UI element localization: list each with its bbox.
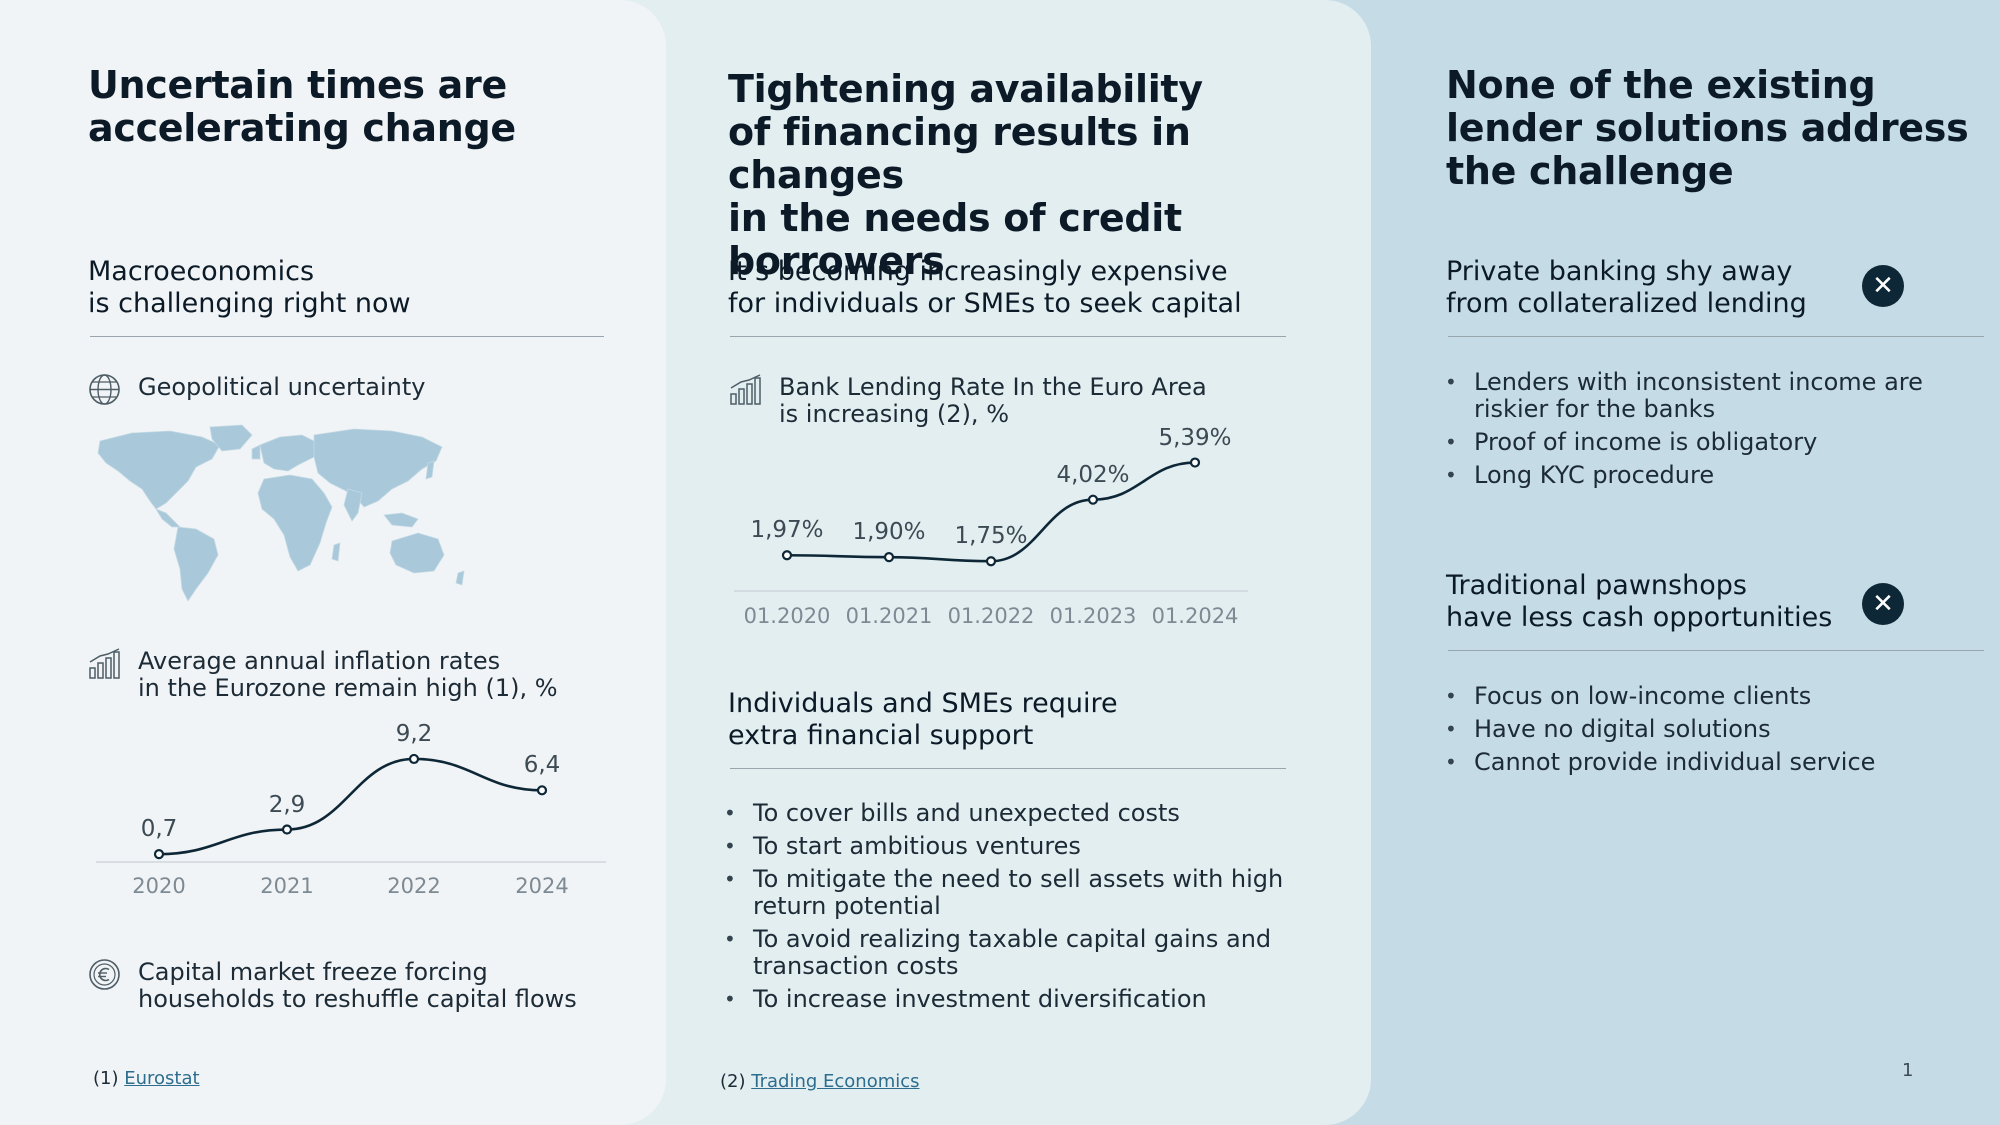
subtitle-line: extra financial support	[728, 720, 1034, 751]
x-tick-label: 2020	[132, 874, 186, 898]
list-item: Lenders with inconsistent income are ris…	[1445, 369, 1985, 423]
world-map	[97, 424, 465, 602]
data-point	[536, 785, 548, 796]
footnote-number: (2)	[720, 1071, 746, 1092]
capital-label-line: households to reshuffle capital flows	[138, 985, 577, 1013]
subtitle-line: for individuals or SMEs to seek capital	[728, 288, 1242, 319]
inflation-label-line: in the Eurozone remain high (1), %	[138, 674, 558, 702]
lending-label: Bank Lending Rate In the Euro Area is in…	[779, 374, 1207, 428]
capital-label-line: Capital market freeze forcing	[138, 958, 488, 986]
section-subtitle: Macroeconomics is challenging right now	[88, 256, 411, 320]
list-item: To start ambitious ventures	[724, 833, 1284, 861]
globe-icon	[89, 374, 120, 405]
column-title: Tightening availability of financing res…	[728, 68, 1371, 283]
divider	[730, 768, 1286, 769]
column-financing: Tightening availability of financing res…	[666, 0, 1371, 1125]
eurostat-link[interactable]: Eurostat	[124, 1068, 200, 1089]
subtitle-line: Private banking shy away	[1446, 256, 1793, 287]
series-line	[158, 757, 543, 856]
list-item: Focus on low-income clients	[1445, 683, 1985, 711]
support-bullet-list: To cover bills and unexpected costs To s…	[724, 800, 1284, 1019]
divider	[90, 336, 604, 337]
subtitle-line: Macroeconomics	[88, 256, 315, 287]
x-tick-label: 2022	[387, 874, 441, 898]
lending-label-line: is increasing (2), %	[779, 400, 1009, 428]
inflation-chart: 0,7 2020 2,9 2021 9,2 2022 6,4 2024	[0, 0, 666, 1125]
footnote-eurostat: (1) Eurostat	[93, 1068, 200, 1089]
data-label: 6,4	[523, 752, 561, 779]
subtitle-line: have less cash opportunities	[1446, 602, 1833, 633]
column-existing-solutions: None of the existing lender solutions ad…	[1371, 0, 2000, 1125]
section-subtitle-pawnshops: Traditional pawnshops have less cash opp…	[1446, 570, 1832, 634]
inflation-label-line: Average annual inflation rates	[138, 647, 501, 675]
x-tick-label: 2021	[260, 874, 314, 898]
column-title: Uncertain times are accelerating change	[88, 64, 516, 150]
capital-label: Capital market freeze forcing households…	[138, 959, 577, 1013]
bar-chart-icon	[730, 374, 761, 405]
divider	[1448, 650, 1984, 651]
title-line: lender solutions address	[1446, 106, 1969, 150]
divider	[730, 336, 1286, 337]
title-line: the challenge	[1446, 149, 1734, 193]
list-item: To avoid realizing taxable capital gains…	[724, 926, 1284, 980]
data-point	[153, 849, 165, 860]
data-point	[281, 824, 293, 835]
column-uncertain-times: Uncertain times are accelerating change …	[0, 0, 666, 1125]
subtitle-line: Individuals and SMEs require	[728, 688, 1118, 719]
x-tick-label: 2024	[515, 874, 569, 898]
title-line: accelerating change	[88, 106, 516, 150]
footnote-trading-economics: (2) Trading Economics	[720, 1071, 920, 1092]
list-item: To cover bills and unexpected costs	[724, 800, 1284, 828]
page-number: 1	[1902, 1060, 1914, 1081]
euro-coin-icon	[89, 959, 120, 990]
list-item: To mitigate the need to sell assets with…	[724, 866, 1284, 920]
list-item: Long KYC procedure	[1445, 462, 1985, 490]
subtitle-line: is challenging right now	[88, 288, 411, 319]
close-icon: ✕	[1862, 583, 1904, 625]
lending-label-line: Bank Lending Rate In the Euro Area	[779, 373, 1207, 401]
data-label: 0,7	[140, 816, 178, 843]
trading-economics-link[interactable]: Trading Economics	[751, 1071, 920, 1092]
title-line: Tightening availability	[728, 67, 1203, 111]
data-label: 9,2	[395, 720, 433, 747]
close-icon: ✕	[1862, 265, 1904, 307]
list-item: Have no digital solutions	[1445, 716, 1985, 744]
column-title: None of the existing lender solutions ad…	[1446, 63, 1969, 193]
divider	[1448, 336, 1984, 337]
section-subtitle-private-banking: Private banking shy away from collateral…	[1446, 256, 1807, 320]
geo-label: Geopolitical uncertainty	[138, 373, 426, 401]
section-subtitle-support: Individuals and SMEs require extra finan…	[728, 688, 1118, 752]
subtitle-line: from collateralized lending	[1446, 288, 1807, 319]
list-item: Proof of income is obligatory	[1445, 429, 1985, 457]
title-line: Uncertain times are	[88, 63, 507, 107]
subtitle-line: It’s becoming increasingly expensive	[728, 256, 1228, 287]
pawnshops-bullet-list: Focus on low-income clients Have no digi…	[1445, 683, 1985, 782]
list-item: To increase investment diversification	[724, 986, 1284, 1014]
panel-uncertain-times	[0, 0, 666, 1125]
title-line: of financing results in changes	[728, 110, 1191, 197]
bar-chart-icon	[89, 648, 120, 679]
title-line: None of the existing	[1446, 63, 1876, 107]
subtitle-line: Traditional pawnshops	[1446, 570, 1747, 601]
title-line: in the needs of credit borrowers	[728, 196, 1182, 283]
data-label: 2,9	[268, 791, 306, 818]
inflation-label: Average annual inflation rates in the Eu…	[138, 648, 558, 702]
data-point	[408, 753, 420, 765]
private-banking-bullet-list: Lenders with inconsistent income are ris…	[1445, 369, 1985, 495]
section-subtitle: It’s becoming increasingly expensive for…	[728, 256, 1242, 320]
footnote-number: (1)	[93, 1068, 119, 1089]
list-item: Cannot provide individual service	[1445, 749, 1985, 777]
